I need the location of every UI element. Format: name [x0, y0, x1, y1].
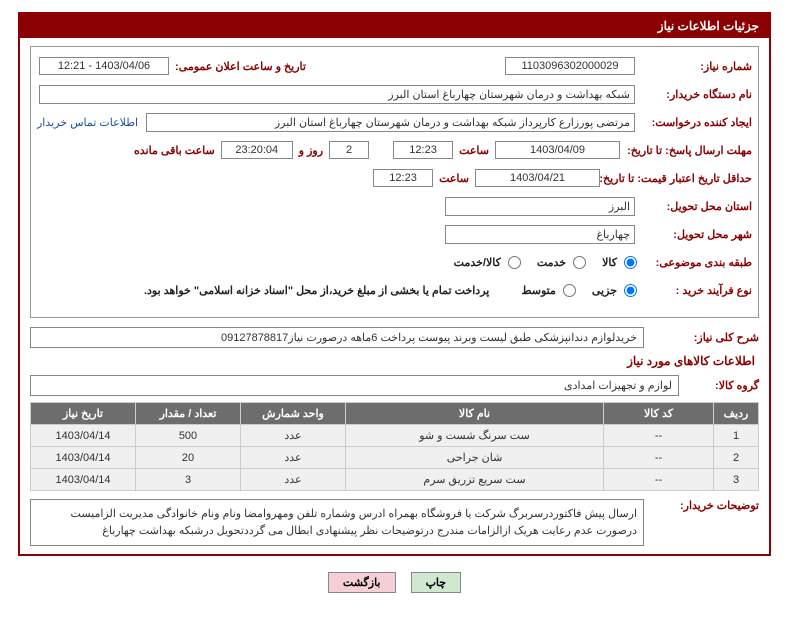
category-radio-service[interactable]	[573, 256, 586, 269]
back-button[interactable]: بازگشت	[328, 572, 396, 593]
cell-row: 1	[714, 425, 759, 447]
cell-need_date: 1403/04/14	[31, 469, 136, 491]
min-validity-label: حداقل تاریخ اعتبار قیمت: تا تاریخ:	[602, 172, 752, 185]
th-need-date: تاریخ نیاز	[31, 403, 136, 425]
category-radio-both[interactable]	[508, 256, 521, 269]
buyer-notes-value: ارسال پیش فاکتوردرسربرگ شرکت یا فروشگاه …	[30, 499, 644, 546]
goods-group-label: گروه کالا:	[679, 379, 759, 392]
th-qty: تعداد / مقدار	[136, 403, 241, 425]
reply-deadline-label: مهلت ارسال پاسخ: تا تاریخ:	[622, 144, 752, 157]
buyer-org-label: نام دستگاه خریدار:	[637, 88, 752, 101]
delivery-province-label: استان محل تحویل:	[637, 200, 752, 213]
need-no-label: شماره نیاز:	[637, 60, 752, 73]
cell-qty: 500	[136, 425, 241, 447]
payment-note: پرداخت تمام یا بخشی از مبلغ خرید،از محل …	[144, 284, 489, 297]
contact-buyer-link[interactable]: اطلاعات تماس خریدار	[37, 116, 138, 129]
cell-row: 3	[714, 469, 759, 491]
category-radio-group: کالا خدمت کالا/خدمت	[442, 256, 637, 269]
reply-time-value: 12:23	[393, 141, 453, 159]
remain-timer-value: 23:20:04	[221, 141, 293, 159]
header-info-box: شماره نیاز: 1103096302000029 تاریخ و ساع…	[30, 46, 759, 318]
cell-unit: عدد	[241, 425, 346, 447]
th-unit: واحد شمارش	[241, 403, 346, 425]
delivery-city-value: چهارباغ	[445, 225, 635, 244]
cell-name: ست سریع تزریق سرم	[346, 469, 604, 491]
table-header-row: ردیف کد کالا نام کالا واحد شمارش تعداد /…	[31, 403, 759, 425]
table-row: 2--شان جراحیعدد201403/04/14	[31, 447, 759, 469]
th-name: نام کالا	[346, 403, 604, 425]
min-validity-date-value: 1403/04/21	[475, 169, 600, 187]
delivery-city-label: شهر محل تحویل:	[637, 228, 752, 241]
items-section-title: اطلاعات کالاهای مورد نیاز	[30, 354, 755, 368]
buyer-org-value: شبکه بهداشت و درمان شهرستان چهارباغ استا…	[39, 85, 635, 104]
cell-name: ست سرنگ شست و شو	[346, 425, 604, 447]
cell-need_date: 1403/04/14	[31, 425, 136, 447]
cell-row: 2	[714, 447, 759, 469]
reply-date-value: 1403/04/09	[495, 141, 620, 159]
table-row: 3--ست سریع تزریق سرمعدد31403/04/14	[31, 469, 759, 491]
purchase-radio-partial[interactable]	[624, 284, 637, 297]
announce-dt-value: 1403/04/06 - 12:21	[39, 57, 169, 75]
cell-unit: عدد	[241, 469, 346, 491]
cell-qty: 3	[136, 469, 241, 491]
purchase-radio-medium[interactable]	[563, 284, 576, 297]
requester-label: ایجاد کننده درخواست:	[637, 116, 752, 129]
items-table: ردیف کد کالا نام کالا واحد شمارش تعداد /…	[30, 402, 759, 491]
delivery-province-value: البرز	[445, 197, 635, 216]
hour-label-2: ساعت	[439, 172, 469, 185]
hours-remaining-label: ساعت باقی مانده	[134, 144, 215, 157]
cell-name: شان جراحی	[346, 447, 604, 469]
min-validity-time-value: 12:23	[373, 169, 433, 187]
category-radio-goods[interactable]	[624, 256, 637, 269]
th-code: کد کالا	[604, 403, 714, 425]
print-button[interactable]: چاپ	[411, 572, 462, 593]
purchase-partial-label: جزیی	[592, 284, 617, 297]
remain-days-value: 2	[329, 141, 369, 159]
buyer-notes-label: توضیحات خریدار:	[644, 499, 759, 512]
cell-qty: 20	[136, 447, 241, 469]
table-row: 1--ست سرنگ شست و شوعدد5001403/04/14	[31, 425, 759, 447]
overall-title-label: شرح کلی نیاز:	[644, 331, 759, 344]
need-no-value: 1103096302000029	[505, 57, 635, 75]
purchase-type-radio-group: جزیی متوسط	[509, 284, 637, 297]
purchase-type-label: نوع فرآیند خرید :	[637, 284, 752, 297]
goods-group-value: لوازم و تجهیزات امدادی	[30, 375, 679, 396]
cell-unit: عدد	[241, 447, 346, 469]
button-bar: چاپ بازگشت	[0, 564, 789, 609]
details-panel: جزئیات اطلاعات نیاز شماره نیاز: 11030963…	[18, 12, 771, 556]
announce-dt-label: تاریخ و ساعت اعلان عمومی:	[175, 60, 306, 73]
category-both-label: کالا/خدمت	[454, 256, 501, 269]
requester-value: مرتضی پورزارع کارپرداز شبکه بهداشت و درم…	[146, 113, 635, 132]
panel-title: جزئیات اطلاعات نیاز	[20, 14, 769, 38]
purchase-medium-label: متوسط	[521, 284, 556, 297]
cell-code: --	[604, 425, 714, 447]
hour-label-1: ساعت	[459, 144, 489, 157]
days-and-label: روز و	[299, 144, 323, 157]
overall-desc-value: خریدلوازم دندانپزشکی طبق لیست وبرند پیوس…	[30, 327, 644, 348]
cell-code: --	[604, 447, 714, 469]
category-goods-label: کالا	[602, 256, 617, 269]
cell-code: --	[604, 469, 714, 491]
th-row: ردیف	[714, 403, 759, 425]
cell-need_date: 1403/04/14	[31, 447, 136, 469]
category-service-label: خدمت	[537, 256, 566, 269]
category-label: طبقه بندی موضوعی:	[637, 256, 752, 269]
